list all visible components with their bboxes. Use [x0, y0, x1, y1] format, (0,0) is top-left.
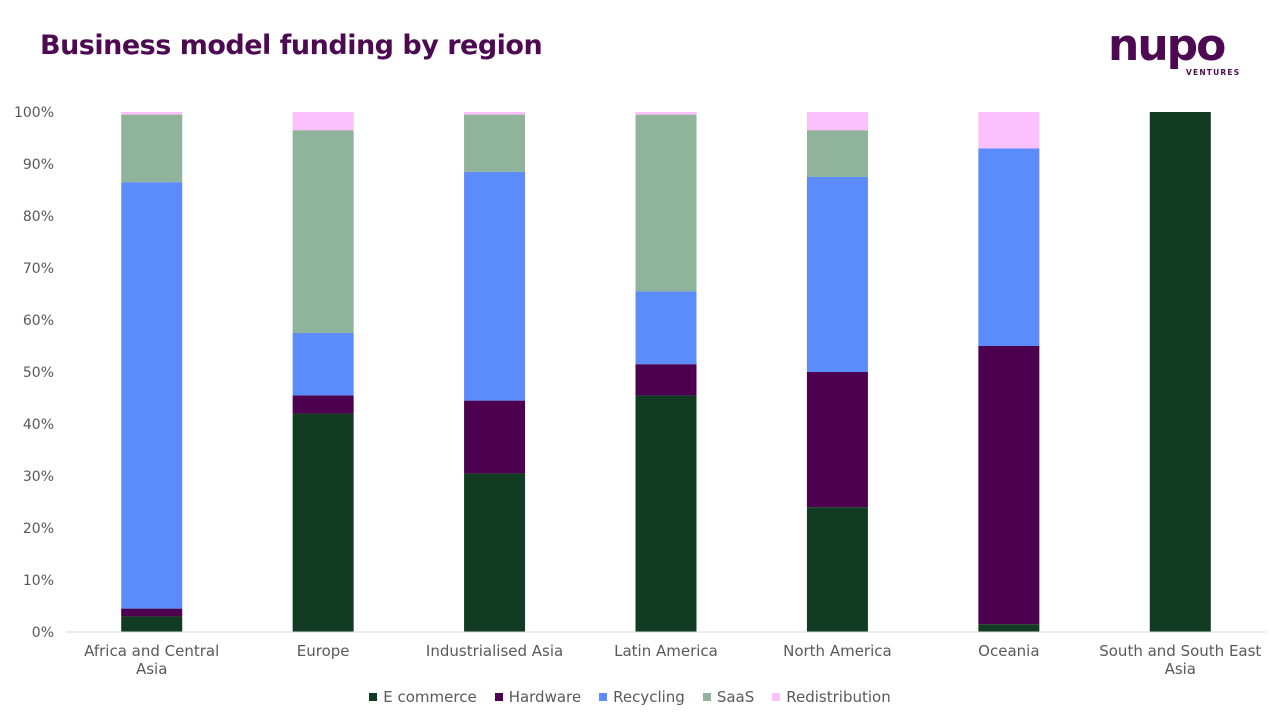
legend-label: Hardware [508, 688, 582, 706]
bar-segment-e-commerce [978, 624, 1040, 632]
bar-segment-recycling [292, 333, 354, 396]
x-category-label: Industrialised Asia [426, 642, 563, 660]
logo-subtitle: VENTURES [1186, 68, 1241, 77]
y-tick-label: 80% [23, 209, 54, 225]
legend-item: SaaS [702, 688, 755, 706]
bar-segment-recycling [121, 182, 183, 609]
legend-swatch [369, 693, 378, 701]
legend-swatch [772, 693, 781, 701]
x-category-label: Africa and Central [84, 642, 219, 660]
legend-item: E commerce [369, 688, 477, 706]
y-tick-label: 0% [32, 625, 54, 641]
y-tick-label: 100% [14, 105, 54, 121]
bar-segment-saas [635, 114, 697, 292]
y-tick-label: 50% [23, 365, 54, 381]
bar-segment-recycling [464, 171, 526, 401]
y-tick-label: 10% [23, 573, 54, 589]
bar-segment-hardware [292, 395, 354, 414]
y-tick-label: 60% [23, 313, 54, 329]
x-category-label: Latin America [614, 642, 718, 660]
logo-wordmark: nupo [1108, 20, 1226, 71]
x-category-label: Asia [1165, 660, 1196, 678]
bar-segment-e-commerce [464, 473, 526, 632]
legend-label: Redistribution [786, 688, 891, 706]
x-category-label: Asia [136, 660, 167, 678]
x-category-label: Oceania [978, 642, 1039, 660]
bar-segment-hardware [806, 372, 868, 508]
bar-segment-redistribution [121, 112, 183, 115]
bar-segment-hardware [121, 608, 183, 617]
y-tick-label: 20% [23, 521, 54, 537]
bar-segment-redistribution [806, 112, 868, 131]
legend-swatch [494, 693, 503, 701]
bar-segment-e-commerce [1149, 112, 1211, 632]
bar-segment-redistribution [978, 112, 1040, 149]
legend-label: E commerce [383, 688, 477, 706]
bar-segment-saas [464, 114, 526, 172]
legend-swatch [599, 693, 608, 701]
bar-segment-recycling [635, 291, 697, 365]
bar-segment-hardware [635, 364, 697, 396]
x-category-label: South and South East [1099, 642, 1261, 660]
y-tick-label: 90% [23, 157, 54, 173]
bar-segment-saas [806, 130, 868, 177]
legend-swatch [702, 693, 711, 701]
x-category-label: Europe [297, 642, 350, 660]
legend-label: SaaS [716, 688, 755, 706]
bar-segment-redistribution [464, 112, 526, 115]
legend-item: Recycling [599, 688, 685, 706]
y-tick-label: 30% [23, 469, 54, 485]
bar-segment-e-commerce [292, 413, 354, 632]
y-tick-label: 40% [23, 417, 54, 433]
bar-segment-e-commerce [635, 395, 697, 632]
bar-segment-recycling [978, 148, 1040, 346]
nupo-ventures-logo: nupo VENTURES [1108, 20, 1248, 82]
bar-segment-recycling [806, 177, 868, 372]
bar-segment-saas [121, 114, 183, 183]
chart-title: Business model funding by region [40, 30, 543, 61]
bar-segment-redistribution [635, 112, 697, 115]
bar-segment-saas [292, 130, 354, 333]
legend-label: Recycling [613, 688, 685, 706]
bar-segment-hardware [978, 346, 1040, 625]
x-category-label: North America [783, 642, 892, 660]
bar-segment-hardware [464, 400, 526, 474]
legend-item: Redistribution [772, 688, 891, 706]
y-tick-label: 70% [23, 261, 54, 277]
bar-segment-redistribution [292, 112, 354, 131]
chart-legend: E commerce Hardware Recycling SaaS Redistrib… [0, 688, 1260, 706]
bar-segment-e-commerce [806, 507, 868, 632]
bar-segment-e-commerce [121, 616, 183, 632]
legend-item: Hardware [494, 688, 582, 706]
